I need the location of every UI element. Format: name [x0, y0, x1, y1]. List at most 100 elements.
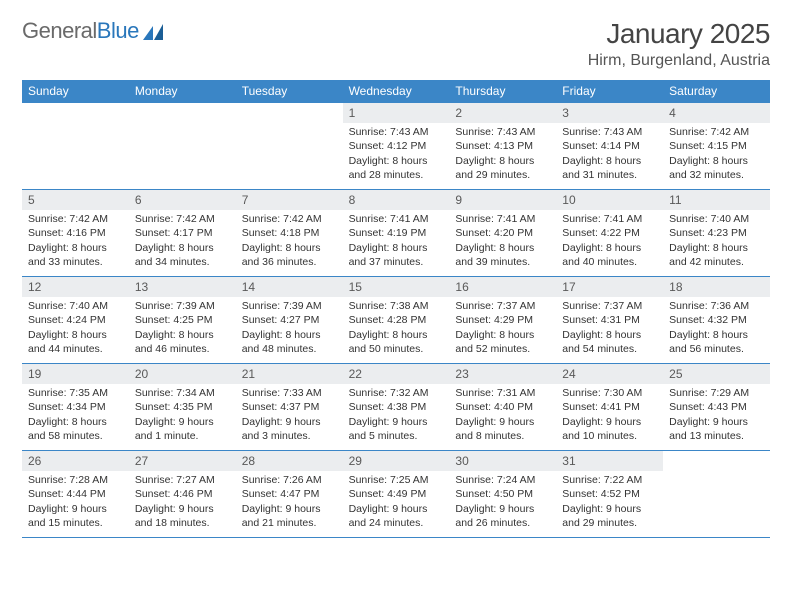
day-day1: Daylight: 9 hours	[242, 415, 337, 429]
day-cell: 20 Sunrise: 7:34 AMSunset: 4:35 PMDayligh…	[129, 364, 236, 450]
day-day1: Daylight: 8 hours	[135, 241, 230, 255]
week-row: 12Sunrise: 7:40 AMSunset: 4:24 PMDayligh…	[22, 277, 770, 364]
day-sunrise: Sunrise: 7:41 AM	[349, 212, 444, 226]
logo-text: GeneralBlue	[22, 18, 139, 44]
day-day1: Daylight: 8 hours	[349, 154, 444, 168]
day-cell: 21Sunrise: 7:33 AMSunset: 4:37 PMDayligh…	[236, 364, 343, 450]
day-day1: Daylight: 8 hours	[28, 241, 123, 255]
day-sunset: Sunset: 4:16 PM	[28, 226, 123, 240]
day-day2: and 56 minutes.	[669, 342, 764, 356]
day-cell	[663, 451, 770, 537]
day-day1: Daylight: 9 hours	[455, 502, 550, 516]
day-sunrise: Sunrise: 7:34 AM	[135, 386, 230, 400]
day-sunset: Sunset: 4:44 PM	[28, 487, 123, 501]
day-sunset: Sunset: 4:17 PM	[135, 226, 230, 240]
day-number: 3	[556, 103, 663, 123]
day-sunset: Sunset: 4:38 PM	[349, 400, 444, 414]
day-sunrise: Sunrise: 7:43 AM	[349, 125, 444, 139]
day-sunset: Sunset: 4:19 PM	[349, 226, 444, 240]
day-day2: and 15 minutes.	[28, 516, 123, 530]
day-body: Sunrise: 7:43 AMSunset: 4:14 PMDaylight:…	[556, 123, 663, 186]
weekday-header: Wednesday	[343, 80, 450, 103]
day-cell	[129, 103, 236, 189]
day-number: 24	[556, 364, 663, 384]
weekday-header: Monday	[129, 80, 236, 103]
day-cell: 14Sunrise: 7:39 AMSunset: 4:27 PMDayligh…	[236, 277, 343, 363]
day-sunrise: Sunrise: 7:43 AM	[562, 125, 657, 139]
day-number: 23	[449, 364, 556, 384]
day-cell: 27Sunrise: 7:27 AMSunset: 4:46 PMDayligh…	[129, 451, 236, 537]
day-sunrise: Sunrise: 7:40 AM	[669, 212, 764, 226]
day-number: 20	[129, 364, 236, 384]
day-day1: Daylight: 9 hours	[242, 502, 337, 516]
day-day2: and 29 minutes.	[562, 516, 657, 530]
day-day2: and 58 minutes.	[28, 429, 123, 443]
day-sunrise: Sunrise: 7:25 AM	[349, 473, 444, 487]
day-number: 13	[129, 277, 236, 297]
day-body: Sunrise: 7:30 AMSunset: 4:41 PMDaylight:…	[556, 384, 663, 447]
day-number: 10	[556, 190, 663, 210]
day-day2: and 31 minutes.	[562, 168, 657, 182]
day-day1: Daylight: 8 hours	[28, 415, 123, 429]
day-day1: Daylight: 9 hours	[562, 415, 657, 429]
day-number: 25	[663, 364, 770, 384]
day-body: Sunrise: 7:28 AMSunset: 4:44 PMDaylight:…	[22, 471, 129, 534]
day-sunrise: Sunrise: 7:35 AM	[28, 386, 123, 400]
day-body: Sunrise: 7:39 AMSunset: 4:27 PMDaylight:…	[236, 297, 343, 360]
day-body: Sunrise: 7:25 AMSunset: 4:49 PMDaylight:…	[343, 471, 450, 534]
day-day1: Daylight: 8 hours	[562, 241, 657, 255]
day-sunset: Sunset: 4:22 PM	[562, 226, 657, 240]
day-cell: 10Sunrise: 7:41 AMSunset: 4:22 PMDayligh…	[556, 190, 663, 276]
day-sunrise: Sunrise: 7:22 AM	[562, 473, 657, 487]
day-sunset: Sunset: 4:28 PM	[349, 313, 444, 327]
day-cell	[22, 103, 129, 189]
weekday-header: Thursday	[449, 80, 556, 103]
day-body: Sunrise: 7:29 AMSunset: 4:43 PMDaylight:…	[663, 384, 770, 447]
day-sunrise: Sunrise: 7:37 AM	[455, 299, 550, 313]
day-sunrise: Sunrise: 7:32 AM	[349, 386, 444, 400]
day-day1: Daylight: 8 hours	[562, 328, 657, 342]
day-cell: 29Sunrise: 7:25 AMSunset: 4:49 PMDayligh…	[343, 451, 450, 537]
day-sunset: Sunset: 4:27 PM	[242, 313, 337, 327]
day-day2: and 46 minutes.	[135, 342, 230, 356]
day-cell: 26Sunrise: 7:28 AMSunset: 4:44 PMDayligh…	[22, 451, 129, 537]
day-day2: and 5 minutes.	[349, 429, 444, 443]
day-sunset: Sunset: 4:18 PM	[242, 226, 337, 240]
day-sunset: Sunset: 4:31 PM	[562, 313, 657, 327]
day-body: Sunrise: 7:32 AMSunset: 4:38 PMDaylight:…	[343, 384, 450, 447]
day-day2: and 28 minutes.	[349, 168, 444, 182]
day-cell: 17Sunrise: 7:37 AMSunset: 4:31 PMDayligh…	[556, 277, 663, 363]
day-sunset: Sunset: 4:35 PM	[135, 400, 230, 414]
day-day1: Daylight: 8 hours	[455, 328, 550, 342]
day-body: Sunrise: 7:36 AMSunset: 4:32 PMDaylight:…	[663, 297, 770, 360]
weekday-header-row: Sunday Monday Tuesday Wednesday Thursday…	[22, 80, 770, 103]
day-sunrise: Sunrise: 7:33 AM	[242, 386, 337, 400]
day-body: Sunrise: 7:40 AMSunset: 4:24 PMDaylight:…	[22, 297, 129, 360]
day-body: Sunrise: 7:22 AMSunset: 4:52 PMDaylight:…	[556, 471, 663, 534]
weekday-header: Tuesday	[236, 80, 343, 103]
day-body: Sunrise: 7:35 AMSunset: 4:34 PMDaylight:…	[22, 384, 129, 447]
day-cell: 6Sunrise: 7:42 AMSunset: 4:17 PMDaylight…	[129, 190, 236, 276]
day-sunset: Sunset: 4:24 PM	[28, 313, 123, 327]
day-day1: Daylight: 9 hours	[28, 502, 123, 516]
day-sunrise: Sunrise: 7:30 AM	[562, 386, 657, 400]
day-cell: 19Sunrise: 7:35 AMSunset: 4:34 PMDayligh…	[22, 364, 129, 450]
day-day1: Daylight: 8 hours	[28, 328, 123, 342]
day-day2: and 13 minutes.	[669, 429, 764, 443]
day-day1: Daylight: 9 hours	[135, 415, 230, 429]
day-sunset: Sunset: 4:13 PM	[455, 139, 550, 153]
day-day1: Daylight: 8 hours	[242, 328, 337, 342]
day-day1: Daylight: 8 hours	[669, 154, 764, 168]
day-sunrise: Sunrise: 7:40 AM	[28, 299, 123, 313]
day-day2: and 40 minutes.	[562, 255, 657, 269]
day-day2: and 42 minutes.	[669, 255, 764, 269]
day-cell: 1Sunrise: 7:43 AMSunset: 4:12 PMDaylight…	[343, 103, 450, 189]
day-sunset: Sunset: 4:15 PM	[669, 139, 764, 153]
day-number: 30	[449, 451, 556, 471]
day-body: Sunrise: 7:42 AMSunset: 4:16 PMDaylight:…	[22, 210, 129, 273]
day-day2: and 21 minutes.	[242, 516, 337, 530]
day-number: 4	[663, 103, 770, 123]
day-sunset: Sunset: 4:23 PM	[669, 226, 764, 240]
day-day1: Daylight: 8 hours	[455, 241, 550, 255]
day-day2: and 52 minutes.	[455, 342, 550, 356]
